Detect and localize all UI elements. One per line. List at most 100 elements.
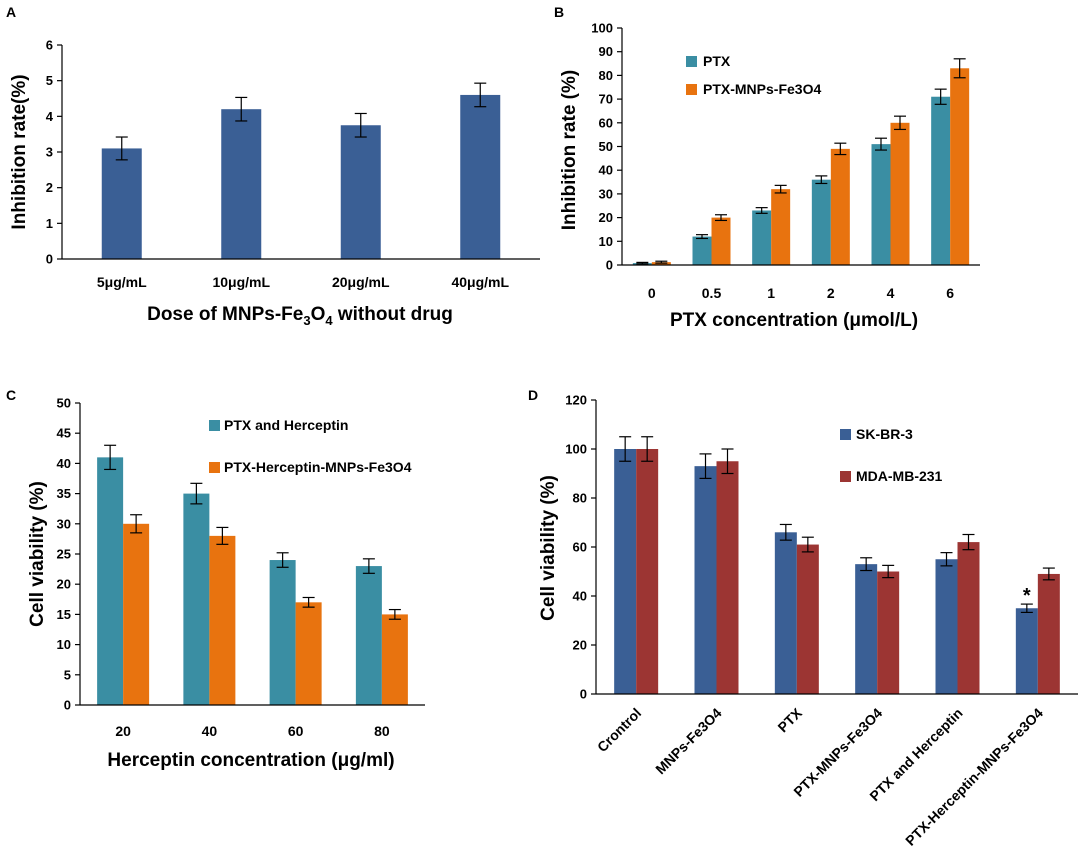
panel-a-xlabel-part-o: O: [311, 304, 326, 325]
panel-b-label: B: [554, 4, 564, 20]
panel-a-y-tick-label: 5: [46, 73, 53, 88]
panel-c-error-bar-ptx-herceptin-mnps-fe3o4-80: [388, 608, 401, 620]
panel-c-y-tick-label: 0: [64, 698, 71, 713]
panel-d-y-tick-label: 40: [573, 589, 587, 604]
panel-c-bars: [97, 444, 408, 705]
panel-c-bar-ptx-and-herceptin-60: [269, 560, 296, 705]
panel-b-error-bar-ptx-0: [636, 261, 649, 265]
panel-d-bar-sk-br-3-ptx-and-herceptin: [935, 559, 958, 694]
panel-a-error-bar-mnps-fe3o4-40-g-ml: [474, 82, 487, 108]
panel-c-error-bar-ptx-and-herceptin-80: [362, 558, 375, 574]
panel-d-bar-sk-br-3-ptx: [774, 532, 797, 694]
panel-a-xlabel-part-2: without drug: [333, 304, 453, 325]
panel-b-y-ticks: 0 10 20 30 40 50 60 70 80 90 100: [591, 21, 622, 273]
panel-b-error-bar-ptx-6: [934, 88, 947, 105]
panel-c-y-tick-label: 10: [57, 637, 71, 652]
panel-c-bar-ptx-herceptin-mnps-fe3o4-40: [209, 535, 236, 705]
panel-a-x-tick-label: 20μg/mL: [332, 274, 390, 290]
panel-c-error-bar-ptx-herceptin-mnps-fe3o4-60: [302, 596, 315, 608]
panel-b-error-bar-ptx-mnps-fe3o4-4: [894, 115, 906, 131]
panel-c-y-ticks: 0 5 10 15 20 25 30 35 40 45 50: [57, 396, 80, 713]
panel-d-legend-label-mdamb231: MDA-MB-231: [856, 468, 943, 484]
panel-b-y-tick-label: 30: [599, 186, 613, 201]
panel-d-y-tick-label: 0: [580, 687, 587, 702]
panel-a-bar-mnps-fe3o4-5-g-ml: [101, 148, 142, 259]
panel-b-y-tick-label: 70: [599, 92, 613, 107]
panel-c-y-tick-label: 50: [57, 396, 71, 411]
panel-b-y-tick-label: 50: [599, 139, 613, 154]
panel-b-legend-swatch-ptx-mnps: [686, 84, 697, 95]
panel-a-bar-mnps-fe3o4-20-g-ml: [340, 125, 381, 259]
panel-a-bar-mnps-fe3o4-10-g-ml: [221, 109, 262, 259]
panel-c-x-tick-label: 60: [288, 723, 304, 739]
panel-d-bar-mda-mb-231-ptx-and-herceptin: [957, 542, 980, 694]
panel-d-error-bar-mda-mb-231-mnps-fe3o4: [721, 448, 734, 475]
panel-d-legend: SK-BR-3 MDA-MB-231: [840, 426, 943, 484]
panel-d-error-bar-sk-br-3-ptx-herceptin-mnps-fe3o4: [1020, 603, 1033, 614]
panel-b-y-tick-label: 0: [606, 258, 613, 273]
panel-b-error-bar-ptx-mnps-fe3o4-0-5: [715, 214, 727, 222]
panel-b-y-tick-label: 90: [599, 44, 613, 59]
panel-b-x-tick-label: 4: [887, 285, 895, 301]
panel-b: B 0 10 20 30 40 50 60 70 80 90 100 0 0.5 1 2 4 6 PTX PT…: [554, 4, 980, 331]
panel-d-bar-mda-mb-231-ptx-herceptin-mnps-fe3o4: [1037, 573, 1060, 694]
panel-b-bar-ptx-4: [871, 144, 891, 265]
panel-a-y-tick-label: 4: [46, 109, 54, 124]
panel-d-bar-mda-mb-231-crontrol: [636, 449, 659, 694]
panel-d-error-bar-mda-mb-231-crontrol: [641, 436, 654, 462]
panel-d-error-bar-sk-br-3-ptx: [779, 523, 792, 541]
panel-d-legend-label-skbr3: SK-BR-3: [856, 426, 913, 442]
panel-a-x-ticks: 5μg/mL 10μg/mL 20μg/mL 40μg/mL: [97, 274, 510, 290]
panel-b-bar-ptx-mnps-fe3o4-2: [830, 148, 850, 265]
panel-d-bar-sk-br-3-ptx-mnps-fe3o4: [855, 564, 878, 694]
panel-a-xlabel-sub-3: 3: [303, 313, 310, 328]
panel-a-y-tick-label: 2: [46, 180, 53, 195]
panel-b-legend: PTX PTX-MNPs-Fe3O4: [686, 53, 821, 97]
panel-c-bar-ptx-herceptin-mnps-fe3o4-20: [123, 523, 150, 705]
panel-b-y-tick-label: 20: [599, 210, 613, 225]
panel-c-bar-ptx-herceptin-mnps-fe3o4-60: [295, 602, 322, 705]
panel-d-bar-sk-br-3-crontrol: [614, 449, 637, 694]
panel-a-y-tick-label: 3: [46, 145, 53, 160]
panel-b-error-bar-ptx-mnps-fe3o4-6: [953, 58, 966, 79]
panel-d-x-tick-label: PTX: [774, 704, 805, 735]
panel-c-error-bar-ptx-and-herceptin-20: [104, 444, 117, 471]
panel-a-error-bar-mnps-fe3o4-10-g-ml: [235, 96, 248, 122]
panel-a-y-tick-label: 1: [46, 216, 53, 231]
panel-b-error-bar-ptx-mnps-fe3o4-2: [834, 142, 847, 156]
panel-b-x-ticks: 0 0.5 1 2 4 6: [648, 285, 954, 301]
panel-c-error-bar-ptx-and-herceptin-60: [276, 552, 289, 568]
panel-b-error-bar-ptx-1: [755, 207, 768, 214]
panel-d-error-bar-sk-br-3-ptx-and-herceptin: [940, 552, 953, 567]
panel-d-legend-swatch-mdamb231: [840, 471, 851, 482]
panel-b-bar-ptx-0-5: [692, 236, 712, 265]
panel-c-bar-ptx-herceptin-mnps-fe3o4-80: [381, 614, 408, 705]
panel-c-y-tick-label: 35: [57, 486, 71, 501]
panel-b-bar-ptx-mnps-fe3o4-4: [890, 122, 910, 265]
panel-c-label: C: [6, 387, 16, 403]
panel-a-bar-mnps-fe3o4-40-g-ml: [460, 94, 501, 259]
panel-d: D 0 20 40 60 80 100 120 * Crontrol MNPs-Fe3O4 PT…: [528, 387, 1078, 849]
panel-d-y-tick-label: 80: [573, 491, 587, 506]
panel-a-label: A: [6, 4, 16, 20]
panel-a-x-tick-label: 5μg/mL: [97, 274, 147, 290]
panel-b-y-axis-title: Inhibition rate (%): [559, 70, 580, 230]
panel-a-y-axis-title: Inhibition rate(%): [9, 74, 30, 229]
panel-b-bar-ptx-2: [811, 179, 831, 265]
panel-b-error-bar-ptx-0-5: [696, 234, 708, 240]
panel-d-error-bar-sk-br-3-ptx-mnps-fe3o4: [860, 557, 873, 572]
panel-b-error-bar-ptx-4: [875, 137, 887, 151]
panel-a-error-bar-mnps-fe3o4-20-g-ml: [354, 112, 367, 138]
panel-b-y-tick-label: 80: [599, 68, 613, 83]
panel-c: C 0 5 10 15 20 25 30 35 40 45 50 20 40 60 80 PTX and …: [6, 387, 425, 771]
panel-d-bars: *: [614, 436, 1060, 694]
panel-b-x-tick-label: 0.5: [702, 285, 722, 301]
panel-c-y-tick-label: 5: [64, 667, 71, 682]
panel-d-error-bar-mda-mb-231-ptx-and-herceptin: [962, 533, 975, 551]
panel-b-error-bar-ptx-2: [815, 175, 828, 185]
panel-b-y-tick-label: 40: [599, 163, 613, 178]
panel-d-y-axis-title: Cell viability (%): [538, 475, 559, 621]
panel-b-legend-swatch-ptx: [686, 56, 697, 67]
panel-d-bar-mda-mb-231-mnps-fe3o4: [716, 461, 739, 694]
